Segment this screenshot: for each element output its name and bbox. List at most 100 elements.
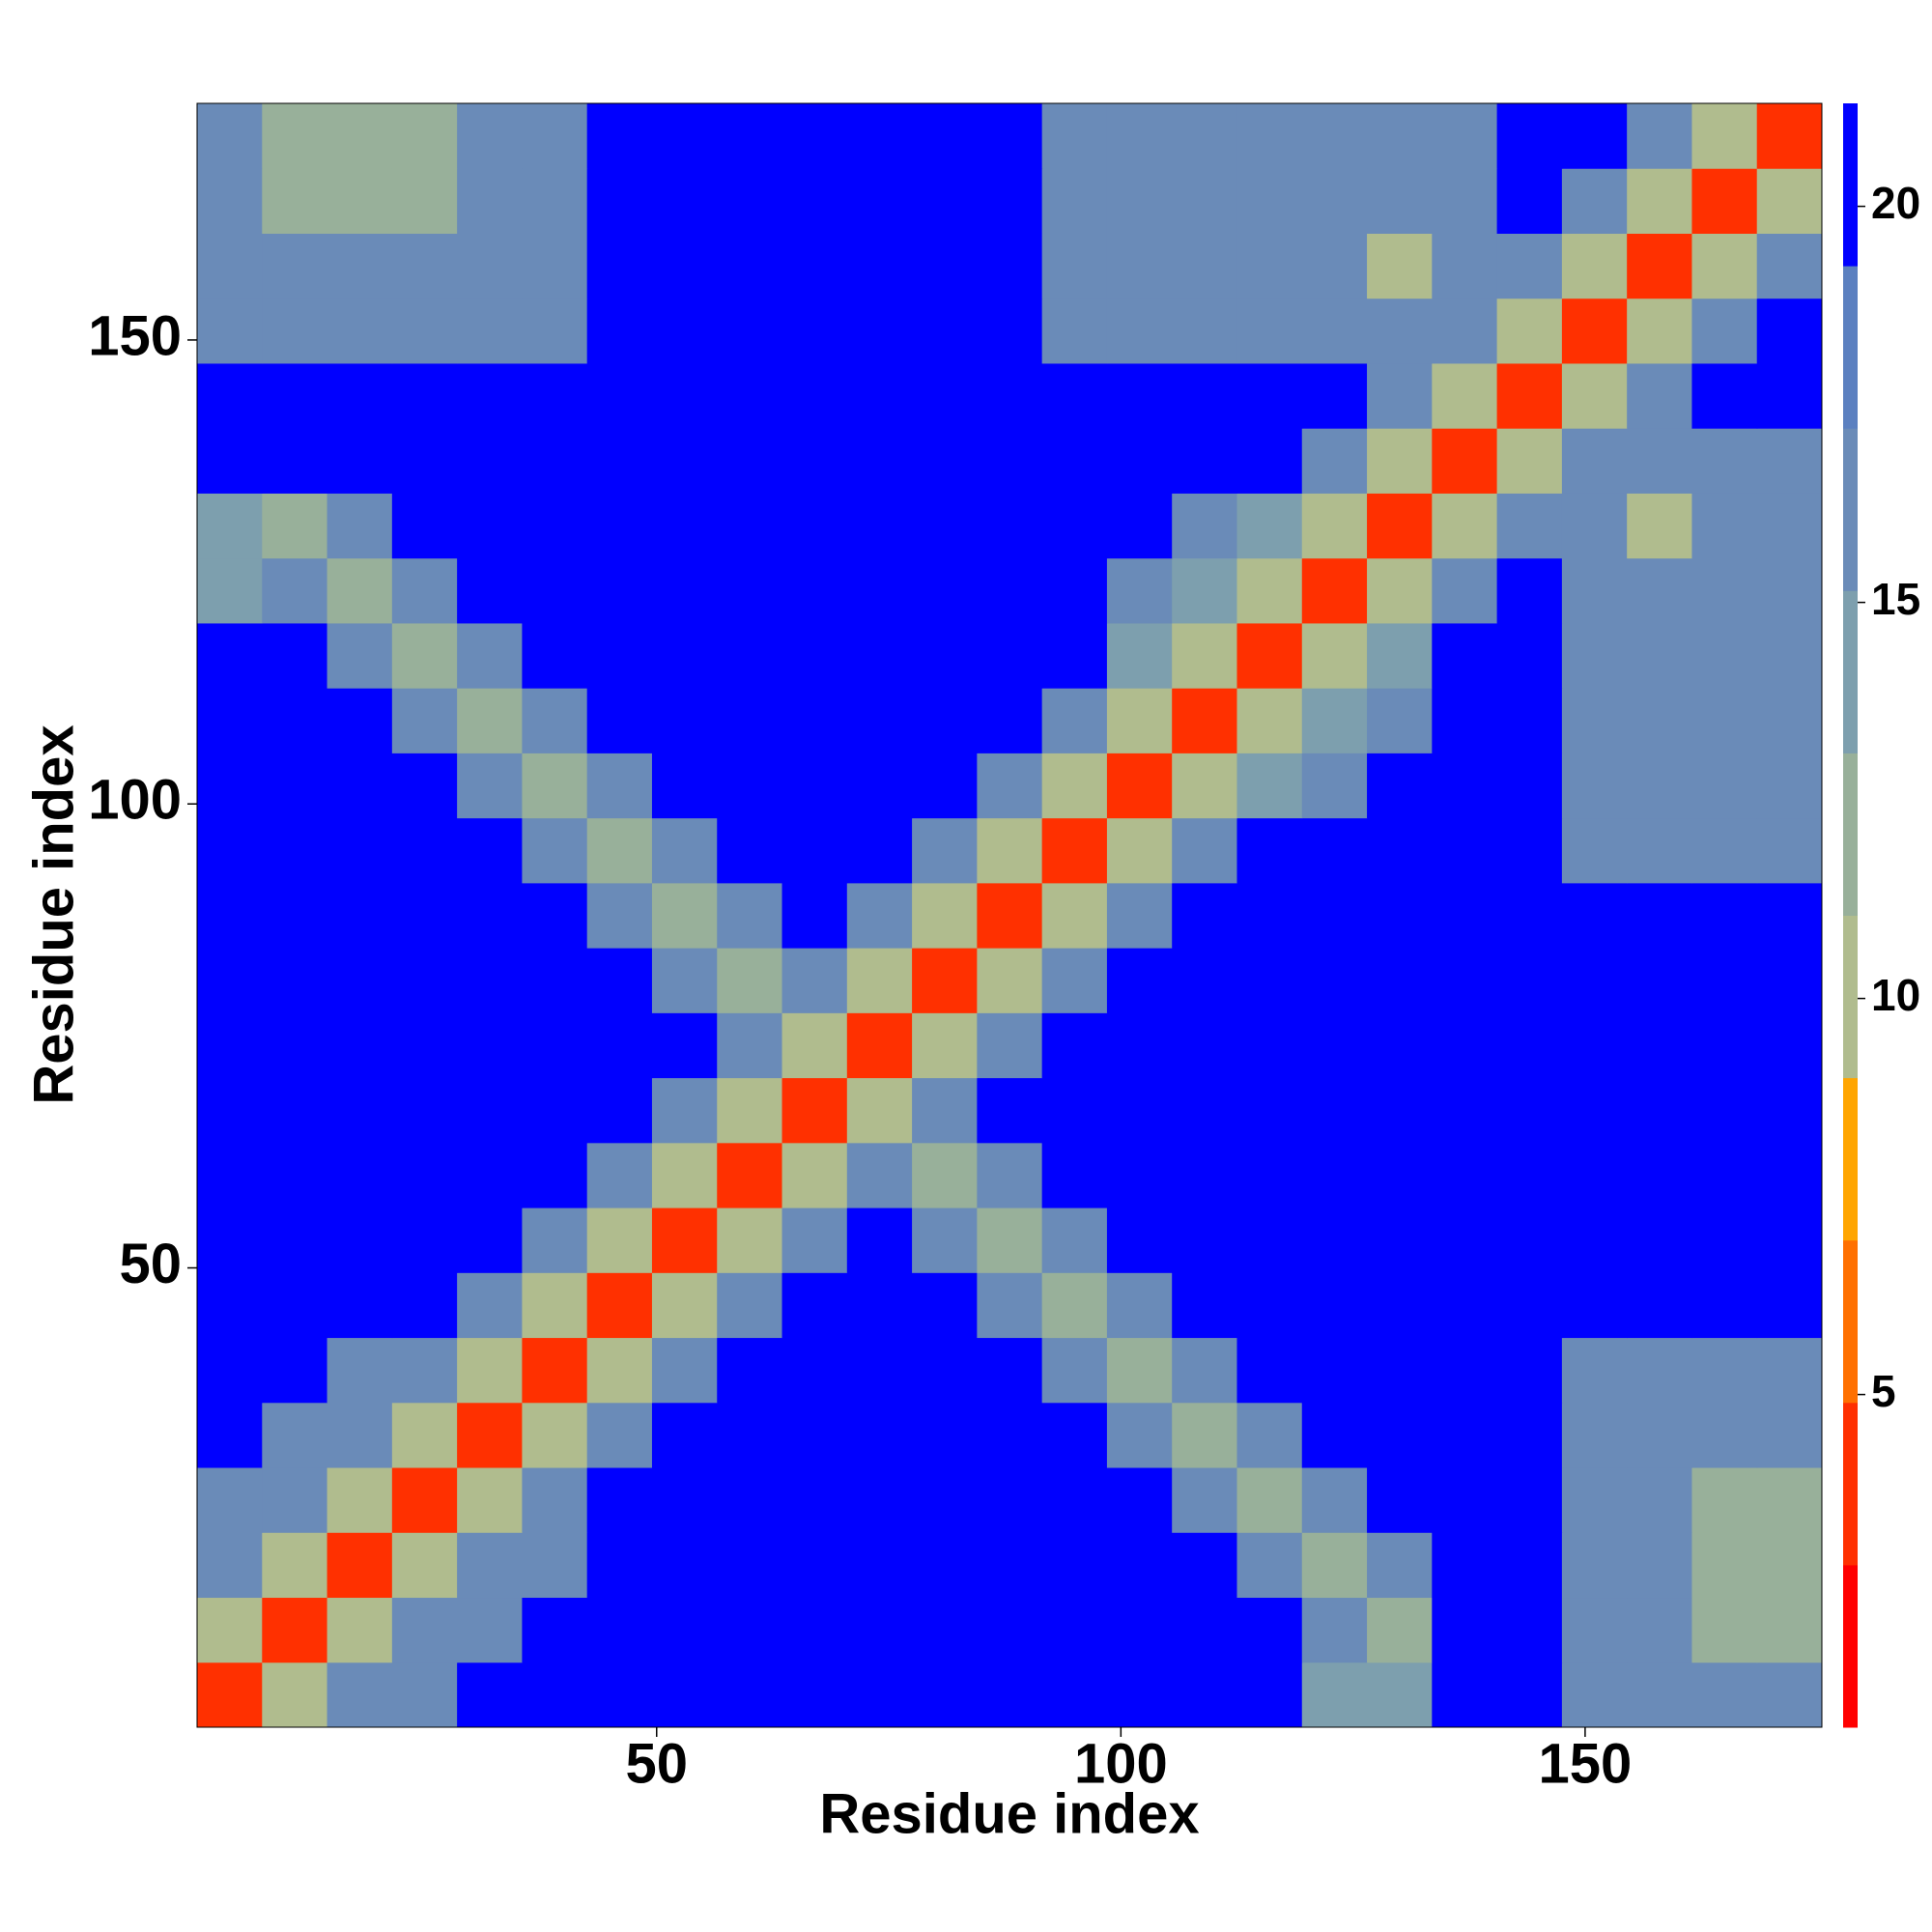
heatmap-cell xyxy=(1367,1012,1433,1079)
heatmap-cell xyxy=(522,1532,588,1599)
heatmap-cell xyxy=(912,428,978,494)
heatmap-cell xyxy=(391,1597,458,1663)
heatmap-cell xyxy=(1172,1532,1237,1599)
heatmap-cell xyxy=(262,1597,328,1663)
heatmap-cell xyxy=(1561,557,1628,624)
heatmap-cell xyxy=(1041,622,1108,689)
heatmap-cell xyxy=(327,233,393,299)
heatmap-cell xyxy=(1172,882,1237,949)
colorbar-segment xyxy=(1843,1239,1858,1404)
heatmap-cell xyxy=(1496,622,1563,689)
heatmap-cell xyxy=(1627,948,1692,1013)
heatmap-cell xyxy=(1496,1272,1563,1339)
heatmap-cell xyxy=(1496,168,1563,234)
heatmap-cell xyxy=(1627,557,1692,624)
heatmap-cell xyxy=(717,1467,783,1533)
heatmap-cell xyxy=(457,753,523,819)
heatmap-cell xyxy=(717,1142,783,1208)
heatmap-cell xyxy=(912,1532,978,1599)
heatmap-cell xyxy=(846,428,913,494)
heatmap-cell xyxy=(1691,882,1758,949)
heatmap-cell xyxy=(651,1012,718,1079)
heatmap-cell xyxy=(327,1272,393,1339)
heatmap-cell xyxy=(781,1532,848,1599)
heatmap-cell xyxy=(1691,1077,1758,1144)
heatmap-cell xyxy=(1367,688,1433,753)
heatmap-cell xyxy=(1627,817,1692,884)
heatmap-cell xyxy=(1236,1337,1303,1404)
heatmap-cell xyxy=(586,428,653,494)
heatmap-cell xyxy=(912,557,978,624)
heatmap-cell xyxy=(977,1662,1043,1728)
heatmap-cell xyxy=(717,948,783,1013)
heatmap-cell xyxy=(1496,948,1563,1013)
heatmap-cell xyxy=(846,1012,913,1079)
heatmap-cell xyxy=(262,1077,328,1144)
heatmap-cell xyxy=(1236,882,1303,949)
heatmap-cell xyxy=(197,103,263,169)
heatmap-cell xyxy=(1691,1402,1758,1468)
heatmap-cell xyxy=(912,1272,978,1339)
heatmap-cell xyxy=(262,298,328,364)
heatmap-cell xyxy=(586,1077,653,1144)
heatmap-cell xyxy=(522,493,588,559)
heatmap-cell xyxy=(197,428,263,494)
heatmap-cell xyxy=(781,103,848,169)
heatmap-cell xyxy=(1236,557,1303,624)
heatmap-cell xyxy=(391,1012,458,1079)
heatmap-cell xyxy=(1367,103,1433,169)
heatmap-cell xyxy=(522,298,588,364)
heatmap-cell xyxy=(781,1337,848,1404)
heatmap-cell xyxy=(1627,622,1692,689)
heatmap-cell xyxy=(522,1208,588,1273)
heatmap-cell xyxy=(1106,817,1173,884)
heatmap-cell xyxy=(781,622,848,689)
heatmap-cell xyxy=(912,688,978,753)
heatmap-cell xyxy=(1756,168,1823,234)
heatmap-cell xyxy=(1691,1467,1758,1533)
heatmap-cell xyxy=(1236,1532,1303,1599)
heatmap-cell xyxy=(327,1208,393,1273)
heatmap-cell xyxy=(1301,103,1368,169)
heatmap-cell xyxy=(1367,298,1433,364)
heatmap-cell xyxy=(522,622,588,689)
heatmap-cell xyxy=(1756,1142,1823,1208)
heatmap-cell xyxy=(912,298,978,364)
heatmap-cell xyxy=(522,168,588,234)
heatmap-cell xyxy=(651,753,718,819)
heatmap-cell xyxy=(846,1402,913,1468)
heatmap-cell xyxy=(1236,1467,1303,1533)
heatmap-cell xyxy=(586,1272,653,1339)
heatmap-cell xyxy=(1756,1402,1823,1468)
heatmap-cell xyxy=(651,1208,718,1273)
heatmap-cell xyxy=(522,1467,588,1533)
heatmap-cell xyxy=(977,753,1043,819)
heatmap-cell xyxy=(846,1142,913,1208)
heatmap-cell xyxy=(1432,493,1498,559)
heatmap-cell xyxy=(1041,103,1108,169)
heatmap-cell xyxy=(1561,1662,1628,1728)
heatmap-cell xyxy=(1756,817,1823,884)
heatmap-cell xyxy=(1432,1532,1498,1599)
heatmap-cell xyxy=(1301,1662,1368,1728)
heatmap-cell xyxy=(1041,362,1108,429)
heatmap-cell xyxy=(197,1662,263,1728)
heatmap-cell xyxy=(327,557,393,624)
heatmap-cell xyxy=(457,168,523,234)
heatmap-cell xyxy=(1496,1077,1563,1144)
heatmap-cell xyxy=(846,1077,913,1144)
heatmap-cell xyxy=(1106,1662,1173,1728)
heatmap-cell xyxy=(1496,1662,1563,1728)
heatmap-cell xyxy=(1367,948,1433,1013)
heatmap-cell xyxy=(262,103,328,169)
heatmap-cell xyxy=(586,1662,653,1728)
heatmap-cell xyxy=(1106,1142,1173,1208)
heatmap-cell xyxy=(846,1532,913,1599)
heatmap-cell xyxy=(1496,1467,1563,1533)
heatmap-cell xyxy=(781,1208,848,1273)
heatmap-cell xyxy=(1172,362,1237,429)
heatmap-cell xyxy=(1756,1012,1823,1079)
heatmap-cell xyxy=(1561,1402,1628,1468)
heatmap-cell xyxy=(1432,753,1498,819)
heatmap-cell xyxy=(1627,882,1692,949)
